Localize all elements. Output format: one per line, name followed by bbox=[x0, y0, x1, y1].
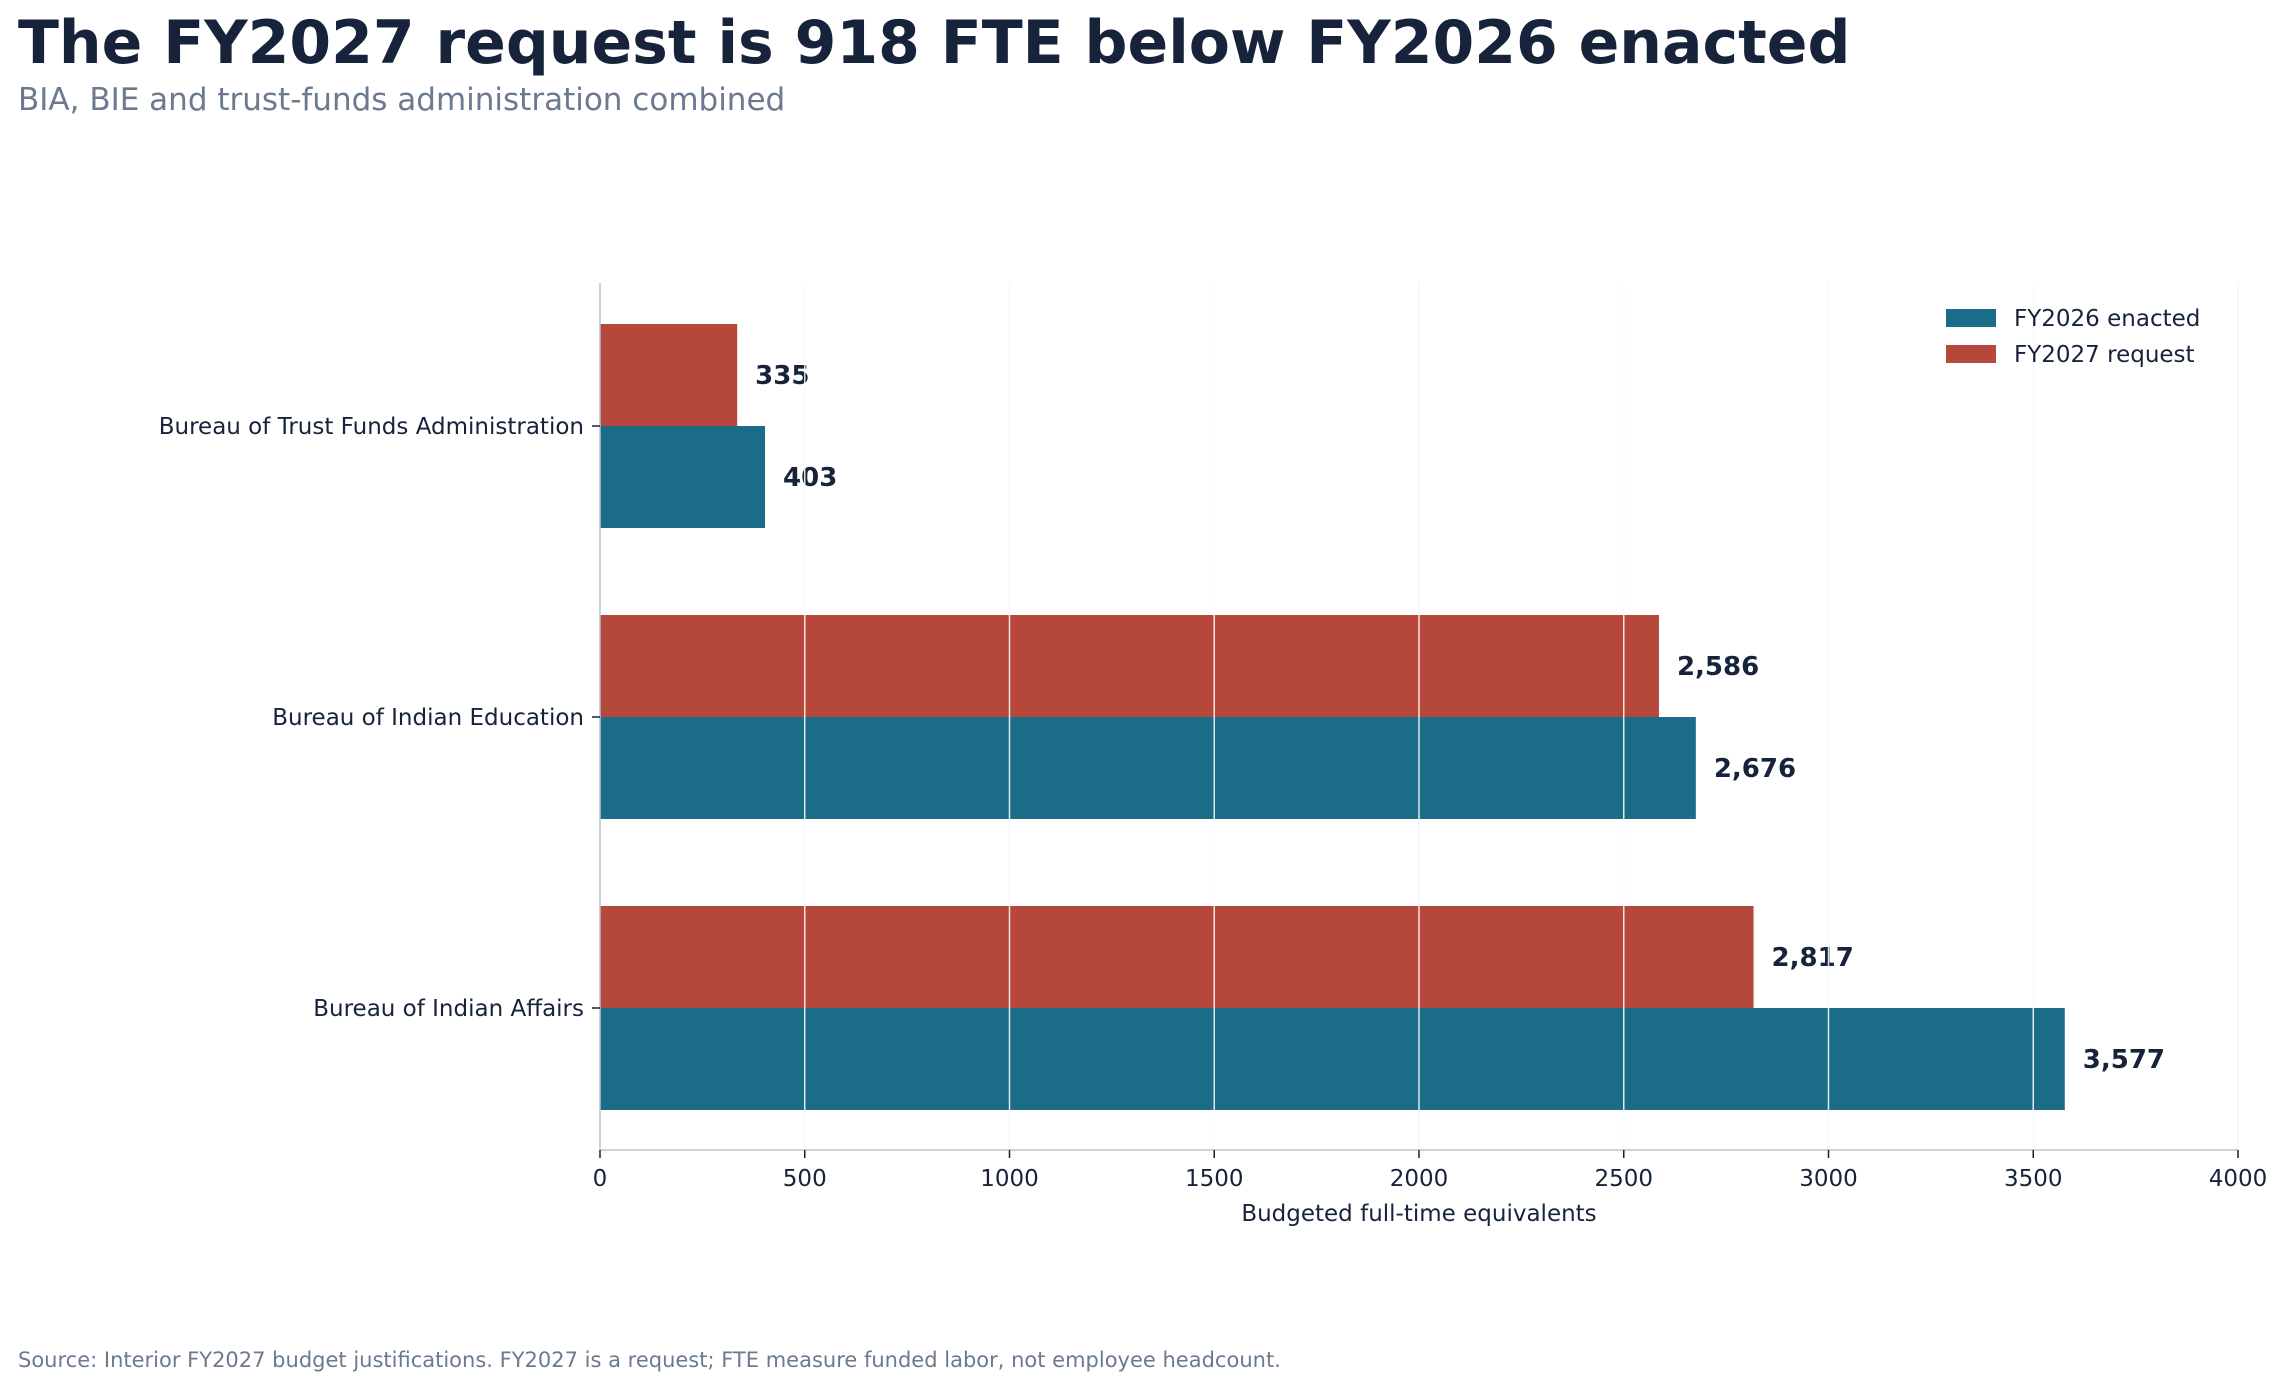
x-tick-label: 500 bbox=[783, 1166, 827, 1192]
x-tick-label: 1000 bbox=[980, 1166, 1039, 1192]
data-label: 2,586 bbox=[1677, 652, 1759, 682]
data-label: 335 bbox=[755, 361, 809, 391]
chart-subtitle: BIA, BIE and trust-funds administration … bbox=[18, 82, 786, 118]
legend-entry: FY2026 enacted bbox=[2014, 306, 2200, 332]
y-tick-label: Bureau of Indian Affairs bbox=[313, 996, 584, 1022]
x-axis-label: Budgeted full-time equivalents bbox=[1241, 1201, 1596, 1227]
x-tick-label: 2000 bbox=[1390, 1166, 1449, 1192]
x-tick-label: 2500 bbox=[1594, 1166, 1653, 1192]
bar-fy2027 bbox=[600, 615, 1659, 717]
data-label: 3,577 bbox=[2083, 1045, 2165, 1075]
x-tick-label: 0 bbox=[593, 1166, 608, 1192]
chart-title: The FY2027 request is 918 FTE below FY20… bbox=[18, 8, 1851, 78]
data-label: 2,817 bbox=[1772, 943, 1854, 973]
bar-fy2026 bbox=[600, 1008, 2065, 1110]
x-tick-label: 3000 bbox=[1799, 1166, 1858, 1192]
x-tick-label: 3500 bbox=[2004, 1166, 2063, 1192]
y-tick-label: Bureau of Indian Education bbox=[272, 705, 584, 731]
legend-swatch bbox=[1946, 309, 1996, 327]
x-tick-label: 1500 bbox=[1185, 1166, 1244, 1192]
bar-fy2027 bbox=[600, 906, 1754, 1008]
y-tick-label: Bureau of Trust Funds Administration bbox=[159, 414, 584, 440]
data-label: 2,676 bbox=[1714, 754, 1796, 784]
bar-fy2027 bbox=[600, 324, 738, 426]
bar-fy2026 bbox=[600, 426, 766, 528]
x-tick-label: 4000 bbox=[2209, 1166, 2268, 1192]
data-label: 403 bbox=[783, 463, 837, 493]
bar-fy2026 bbox=[600, 717, 1696, 819]
legend-entry: FY2027 request bbox=[2014, 342, 2195, 368]
source-footnote: Source: Interior FY2027 budget justifica… bbox=[18, 1348, 1281, 1372]
legend-swatch bbox=[1946, 345, 1996, 363]
